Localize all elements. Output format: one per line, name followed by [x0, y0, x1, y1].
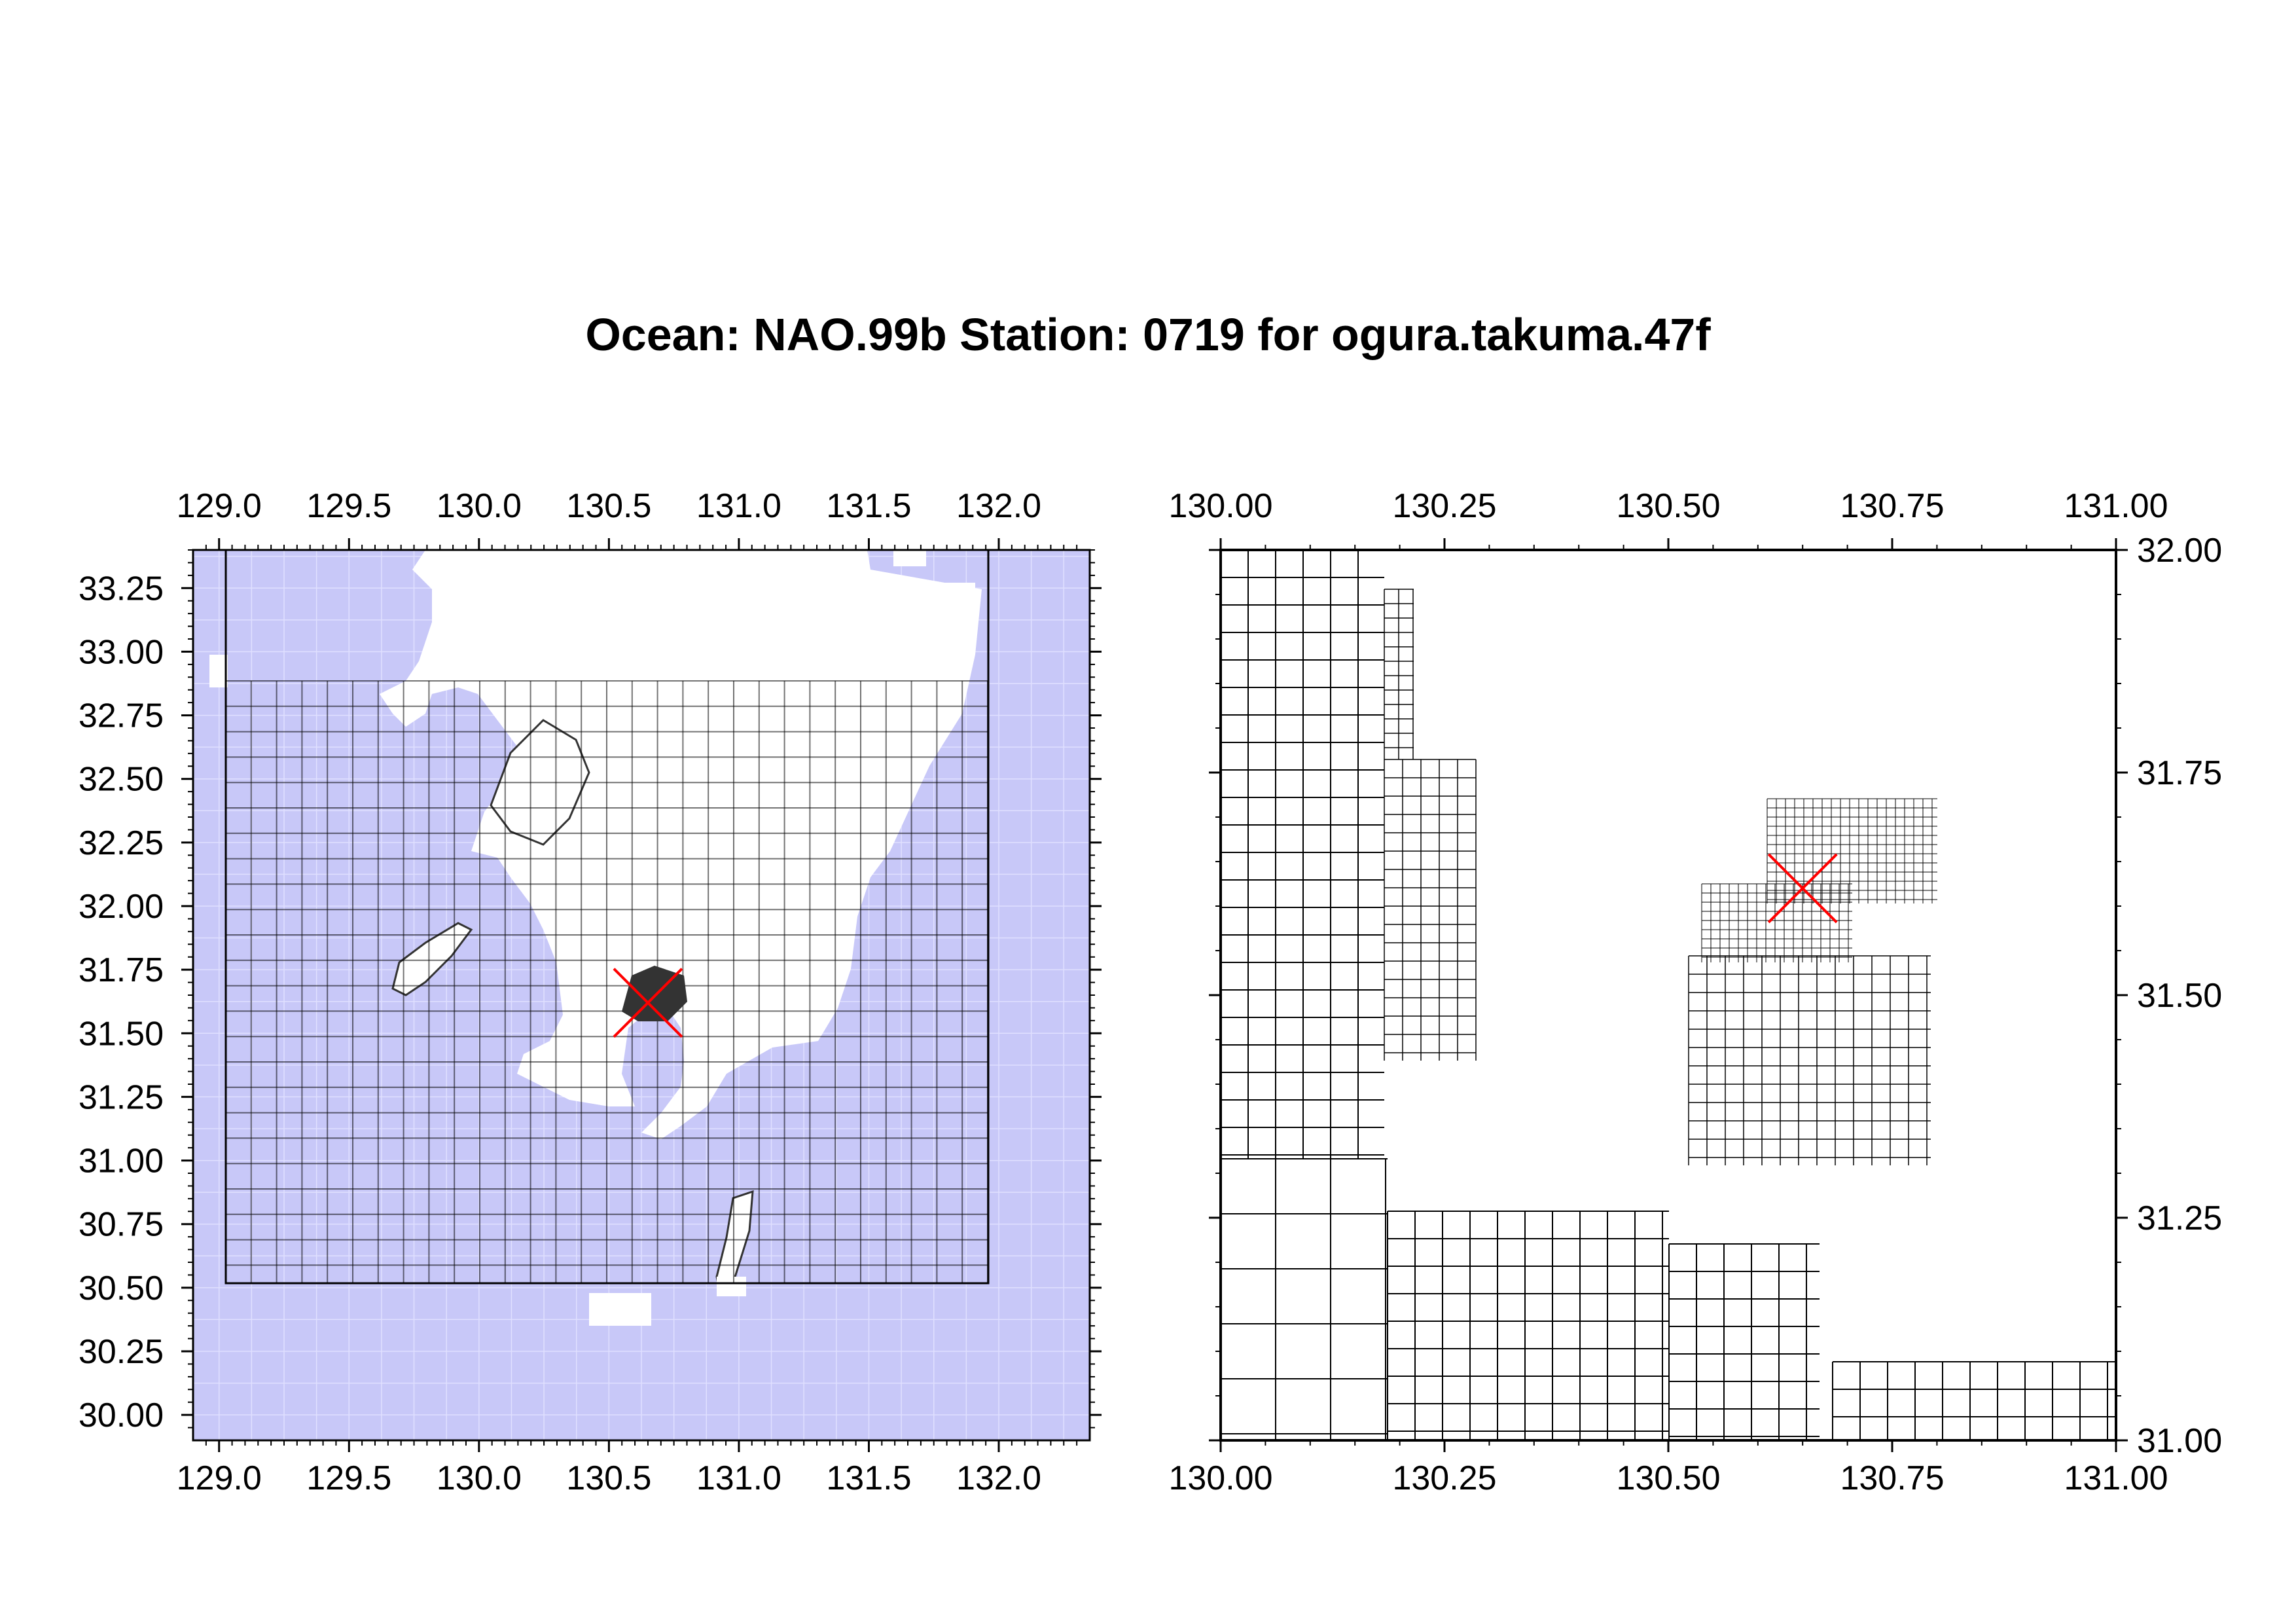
right-y-tick-label: 31.00: [2137, 1422, 2222, 1460]
right-y-tick-label: 31.75: [2137, 754, 2222, 792]
right-map-station-marker: [1767, 853, 1838, 924]
right-x-tick-label-top: 130.50: [1616, 487, 1720, 525]
right-x-tick-label-top: 130.25: [1392, 487, 1496, 525]
left-y-tick-label: 31.00: [79, 1142, 164, 1180]
left-x-tick-label-bottom: 129.0: [177, 1459, 262, 1497]
left-y-tick-label: 32.50: [79, 761, 164, 799]
left-x-tick-label-top: 130.5: [566, 487, 651, 525]
right-x-tick-label-bottom: 130.75: [1840, 1459, 1944, 1497]
left-y-tick-label: 32.75: [79, 697, 164, 735]
left-y-tick-label: 31.25: [79, 1078, 164, 1116]
right-x-tick-label-bottom: 130.25: [1392, 1459, 1496, 1497]
left-x-tick-label-top: 130.0: [437, 487, 522, 525]
left-x-tick-label-bottom: 130.5: [566, 1459, 651, 1497]
right-map-panel: 130.00 130.00 130.25 130.25 130.50 130.50 130.…: [1168, 487, 2222, 1497]
right-map-grid-cells: [1221, 550, 2116, 1440]
right-y-tick-label: 31.50: [2137, 977, 2222, 1015]
right-x-tick-label-top: 130.75: [1840, 487, 1944, 525]
page-title: Ocean: NAO.99b Station: 0719 for ogura.t…: [585, 309, 1711, 360]
left-x-tick-label-top: 132.0: [956, 487, 1041, 525]
left-map-nest-cells: [226, 680, 988, 1283]
right-y-tick-label: 31.25: [2137, 1199, 2222, 1237]
left-y-tick-label: 32.00: [79, 888, 164, 926]
right-x-tick-label-bottom: 130.50: [1616, 1459, 1720, 1497]
left-y-tick-label: 33.25: [79, 570, 164, 608]
left-x-tick-label-top: 129.5: [306, 487, 391, 525]
left-y-tick-label: 30.50: [79, 1269, 164, 1307]
left-map-station-marker: [613, 968, 683, 1038]
left-y-tick-label: 32.25: [79, 824, 164, 862]
left-map-graticule: [193, 550, 1090, 1440]
left-y-tick-label: 30.25: [79, 1333, 164, 1371]
left-x-tick-label-top: 131.0: [696, 487, 781, 525]
left-x-tick-label-bottom: 129.5: [306, 1459, 391, 1497]
left-x-tick-label-bottom: 130.0: [437, 1459, 522, 1497]
left-x-tick-label-top: 129.0: [177, 487, 262, 525]
left-y-tick-label: 33.00: [79, 633, 164, 671]
left-y-tick-label: 31.75: [79, 951, 164, 989]
right-x-tick-label-top: 131.00: [2064, 487, 2168, 525]
left-y-tick-label: 31.50: [79, 1015, 164, 1053]
left-x-tick-label-top: 131.5: [826, 487, 911, 525]
left-y-tick-label: 30.75: [79, 1206, 164, 1244]
right-x-tick-label-bottom: 130.00: [1168, 1459, 1272, 1497]
right-x-tick-label-top: 130.00: [1168, 487, 1272, 525]
left-x-tick-label-bottom: 131.5: [826, 1459, 911, 1497]
left-y-tick-label: 30.00: [79, 1396, 164, 1434]
left-map-axes: 129.0 129.0 129.5 129.5 130.0 130.0 130.5 130.5…: [79, 487, 1102, 1497]
right-x-tick-label-bottom: 131.00: [2064, 1459, 2168, 1497]
left-x-tick-label-bottom: 132.0: [956, 1459, 1041, 1497]
right-map-axes: 130.00 130.00 130.25 130.25 130.50 130.50 130.…: [1168, 487, 2222, 1497]
left-x-tick-label-bottom: 131.0: [696, 1459, 781, 1497]
left-map-panel: 129.0 129.0 129.5 129.5 130.0 130.0 130.5 130.5…: [79, 487, 1102, 1497]
right-y-tick-label: 32.00: [2137, 532, 2222, 570]
